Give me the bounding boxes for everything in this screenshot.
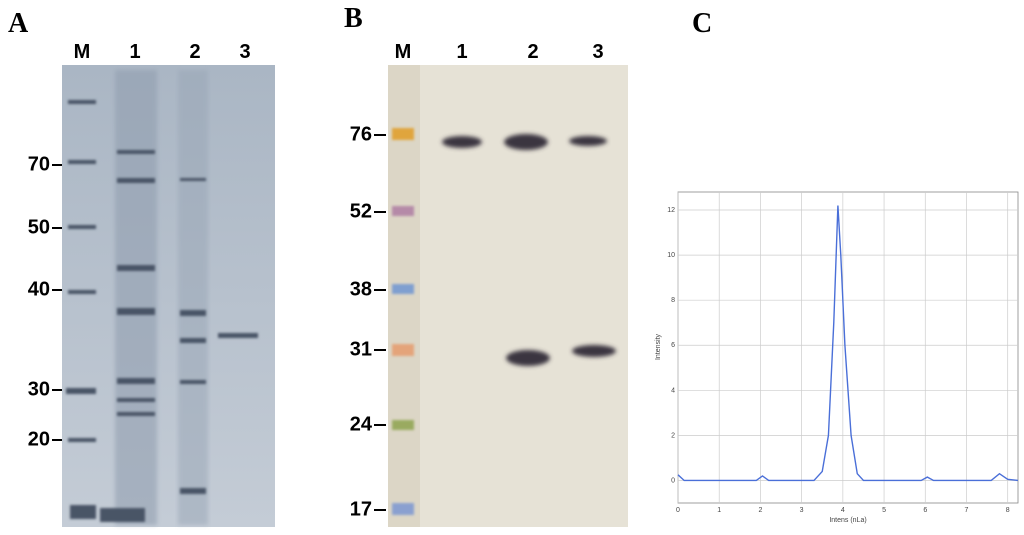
x-tick-label: 2: [758, 507, 762, 514]
x-tick-label: 3: [800, 507, 804, 514]
panel-label: B: [344, 3, 363, 34]
x-tick-label: 8: [1006, 507, 1010, 514]
panel-label: C: [692, 8, 712, 39]
marker-label: 76: [350, 123, 372, 145]
marker-label: 50: [28, 216, 50, 238]
y-tick-label: 10: [667, 252, 675, 259]
x-axis-title: Intens (nLa): [829, 517, 866, 524]
y-tick-label: 4: [671, 387, 675, 394]
marker-label: 70: [28, 153, 50, 175]
y-tick-label: 6: [671, 342, 675, 349]
gel-a: [62, 65, 275, 527]
marker-label: 30: [28, 378, 50, 400]
x-tick-label: 0: [676, 507, 680, 514]
lane-label: 1: [456, 41, 467, 63]
marker-label: 38: [350, 278, 372, 300]
marker-label: 17: [350, 498, 372, 520]
marker-label: 20: [28, 428, 50, 450]
lane-label: 1: [129, 41, 140, 63]
plot-frame: [677, 191, 1019, 504]
lane-label: 2: [527, 41, 538, 63]
marker-label: 40: [28, 278, 50, 300]
x-tick-label: 4: [841, 507, 845, 514]
data-line: [677, 205, 1019, 482]
lane-label: M: [74, 41, 91, 63]
lane-label: M: [395, 41, 412, 63]
lane-label: 2: [189, 41, 200, 63]
x-tick-label: 6: [923, 507, 927, 514]
panel-label: A: [8, 8, 29, 39]
marker-label: 52: [350, 200, 372, 222]
x-tick-label: 1: [717, 507, 721, 514]
lane-label: 3: [239, 41, 250, 63]
y-tick-label: 12: [667, 207, 675, 214]
lane-label: 3: [592, 41, 603, 63]
y-tick-label: 0: [671, 477, 675, 484]
marker-label: 31: [350, 338, 372, 360]
x-tick-label: 7: [965, 507, 969, 514]
y-tick-label: 8: [671, 297, 675, 304]
x-tick-label: 5: [882, 507, 886, 514]
blot-b: [388, 65, 628, 527]
y-tick-label: 2: [671, 432, 675, 439]
y-axis-title: Intensity: [655, 333, 662, 360]
marker-label: 24: [350, 413, 373, 435]
